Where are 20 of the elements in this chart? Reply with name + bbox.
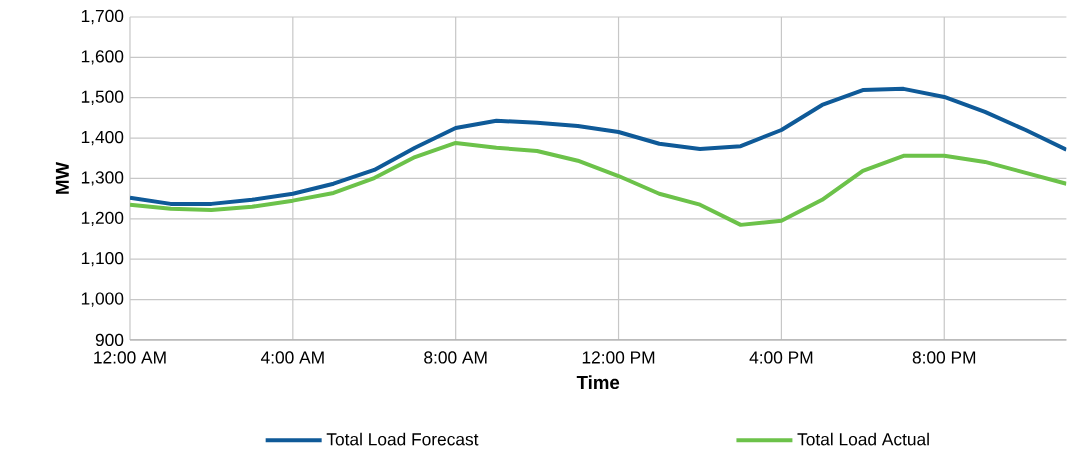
- y-tick-label: 1,300: [81, 171, 124, 186]
- x-axis-title: Time: [576, 375, 620, 390]
- y-tick-label: 1,700: [81, 9, 124, 25]
- y-tick-label: 1,500: [81, 90, 124, 105]
- y-tick-label: 1,600: [81, 50, 124, 65]
- y-tick-label: 1,400: [81, 130, 124, 146]
- legend-label: Total Load Actual: [797, 432, 929, 446]
- x-tick-label: 4:00 PM: [749, 351, 813, 364]
- x-tick-label: 4:00 AM: [260, 351, 324, 364]
- x-tick-label: 8:00 AM: [424, 351, 487, 364]
- legend-label: Total Load Forecast: [326, 432, 479, 446]
- x-tick-label: 8:00 PM: [912, 351, 976, 364]
- line-series: [129, 86, 1067, 206]
- y-tick-label: 1,100: [81, 252, 124, 267]
- y-tick-label: 1,200: [81, 211, 124, 227]
- y-axis-title: MW: [55, 161, 69, 194]
- x-tick-label: 12:00 PM: [582, 351, 655, 364]
- x-tick-label: 12:00 AM: [94, 351, 166, 364]
- y-tick-label: 900: [95, 333, 124, 347]
- y-tick-label: 1,000: [81, 292, 124, 307]
